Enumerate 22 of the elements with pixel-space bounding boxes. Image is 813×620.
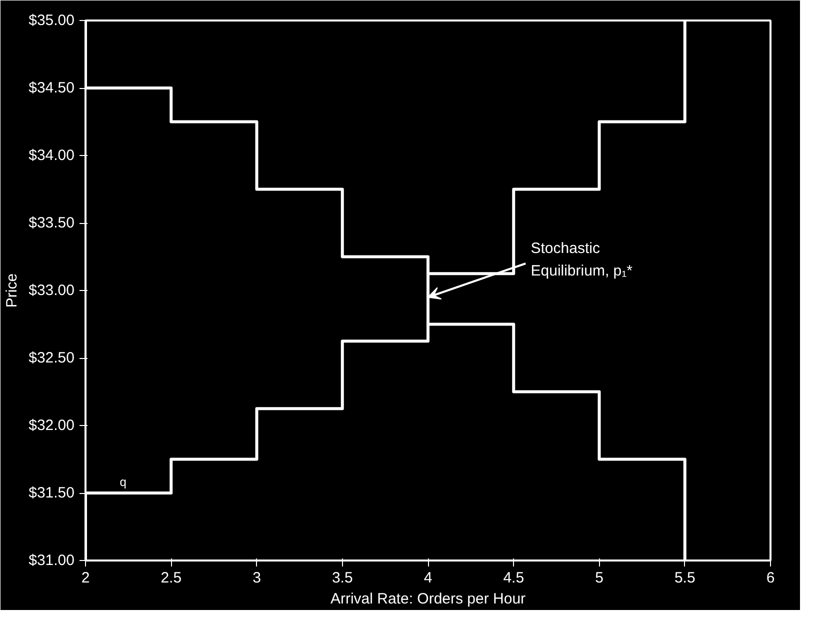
y-tick-label: $31.00 (28, 552, 75, 569)
x-tick-label: 3 (252, 570, 261, 586)
y-tick-label: $34.00 (28, 147, 75, 164)
y-tick-label: $33.50 (28, 214, 75, 232)
x-tick-label: 2.5 (160, 570, 182, 586)
x-tick-label: 5 (595, 570, 604, 586)
y-tick-label: $32.00 (28, 417, 75, 434)
x-tick-label: 2 (81, 570, 90, 586)
x-tick-label: 5.5 (674, 570, 696, 586)
x-tick-label: 4.5 (503, 570, 524, 586)
x-tick-label: 4 (424, 570, 432, 586)
annotation: q (120, 475, 126, 489)
y-tick-label: $34.50 (28, 80, 75, 96)
x-axis-title: Arrival Rate: Orders per Hour (330, 590, 526, 608)
annotation: Stochastic Equilibrium, p₁* (530, 240, 633, 280)
y-tick-label: $33.00 (28, 282, 75, 299)
y-tick-label: $35.00 (28, 12, 75, 29)
y-tick-label: $32.50 (28, 350, 75, 366)
y-tick-label: $31.50 (28, 484, 75, 502)
y-axis-title: Price (4, 273, 21, 308)
x-tick-label: 3.5 (332, 570, 353, 586)
x-tick-label: 6 (766, 570, 775, 586)
